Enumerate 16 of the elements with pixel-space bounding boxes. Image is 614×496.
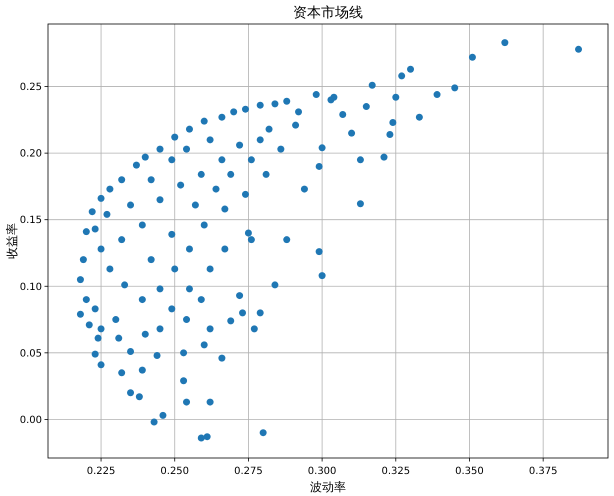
x-tick-label: 0.250	[160, 466, 190, 477]
y-tick-label: 0.00	[20, 414, 42, 426]
x-tick-label: 0.225	[86, 466, 116, 477]
y-tick-label: 0.25	[20, 82, 42, 94]
x-tick-label: 0.375	[528, 466, 558, 477]
x-tick-label: 0.300	[308, 466, 336, 477]
y-tick-label: 0.15	[20, 215, 42, 226]
x-tick-label: 0.275	[234, 466, 263, 477]
x-tick-label: 0.350	[455, 466, 484, 477]
y-tick-label: 0.10	[20, 282, 42, 293]
x-axis-title: 波动率	[310, 480, 346, 494]
chart-title: 资本市场线	[293, 5, 363, 21]
y-axis-title: 收益率	[5, 223, 19, 259]
y-tick-label: 0.20	[20, 148, 42, 160]
x-tick-label: 0.325	[381, 466, 410, 477]
y-tick-label: 0.05	[20, 348, 42, 360]
